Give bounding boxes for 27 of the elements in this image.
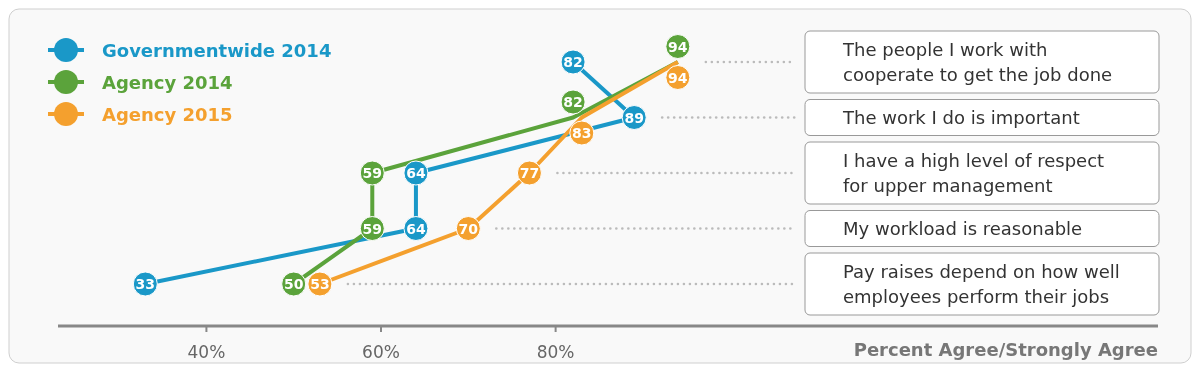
data-label: 94 (668, 69, 688, 86)
data-label: 89 (624, 109, 644, 126)
data-label: 50 (283, 276, 304, 292)
data-label: 70 (458, 220, 479, 237)
data-label: 64 (406, 165, 426, 181)
data-label: 82 (563, 54, 583, 70)
y-tick-label: The work I do is important (842, 106, 1080, 128)
data-label: 94 (668, 38, 688, 55)
y-tick-label: I have a high level of respect for upper management (843, 149, 1105, 196)
data-label: 59 (362, 165, 383, 181)
data-label: 83 (572, 125, 592, 141)
legend-label: Governmentwide 2014 (102, 40, 332, 61)
data-label: 53 (310, 276, 330, 292)
data-label: 33 (135, 276, 156, 292)
data-label: 82 (563, 94, 583, 110)
y-tick-label: My workload is reasonable (843, 217, 1083, 239)
y-tick-label: Pay raises depend on how well employees perform their jobs (843, 260, 1120, 307)
y-tick-label: The people I work with cooperate to get the job done (842, 38, 1113, 85)
x-tick-label: 40% (187, 342, 226, 362)
x-axis-title: Percent Agree/Strongly Agree (853, 339, 1158, 360)
data-label: 59 (362, 220, 383, 237)
legend-label: Agency 2014 (102, 72, 233, 93)
legend-label: Agency 2015 (102, 104, 233, 125)
data-label: 77 (519, 165, 540, 181)
x-tick-label: 80% (536, 342, 575, 362)
x-tick-label: 60% (362, 342, 400, 362)
data-label: 64 (406, 220, 426, 237)
